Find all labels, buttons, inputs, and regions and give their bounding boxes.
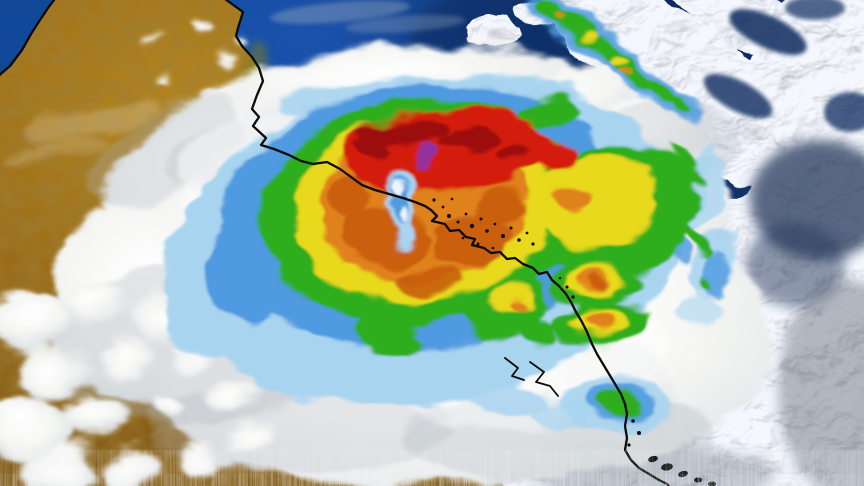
ocean-gap [824,92,864,132]
thin-cloud-wisp [22,98,158,142]
island-dot [565,285,569,289]
cloud-puff [59,278,131,332]
island-dot [432,198,436,202]
cloud-puff [211,376,259,408]
ocean-gap [703,73,773,119]
thin-cloud-wisp [270,0,410,24]
cloud-puff [159,75,173,85]
cloud-puff [17,344,93,400]
coastline-main [224,0,671,486]
rain-cell [558,16,568,24]
island-dot [461,236,465,240]
island-dot [493,222,497,226]
cloud-puff [62,398,122,442]
island-dot [441,205,445,209]
cloud-puff [0,290,70,350]
coastline-bay-detail [504,357,559,397]
island-dot [637,431,641,435]
island-dot [558,276,562,280]
island-dot [450,197,454,201]
cloud-puff [0,396,67,460]
thin-cloud-wisp [345,14,465,34]
island-dot [571,295,575,299]
island-dot [531,242,535,246]
island-dot [525,231,529,235]
island-dot [501,234,505,238]
ocean-gap [785,0,845,20]
island-dot [627,443,631,447]
island-dot [631,419,635,423]
island-dot [485,229,489,233]
coastline [0,0,671,486]
thin-cloud-wisp [1,135,109,165]
ocean-gap [729,9,807,55]
eye-center [392,177,404,195]
max-intensity-cell [411,144,437,164]
island-dot [469,223,475,229]
rain-cell [608,55,626,65]
island-dot [447,214,451,218]
island-dot [476,242,480,246]
island-dot [464,212,468,216]
coastline-northwest [0,0,56,77]
northeast-rain-band [529,0,700,125]
island-dot [479,217,483,221]
cloud-puff [232,426,272,454]
island-dot [517,238,521,242]
rain-cell [620,68,634,76]
cloud-shadow [778,280,864,486]
cloud-puff [144,38,156,46]
ocean-cloud-wisps [270,0,465,34]
rain-cell [579,28,595,38]
cloud-puff [150,396,186,420]
shadowed-cloud-canyon [745,223,845,307]
island-dot [491,246,495,250]
rain-extreme-streaks [358,120,531,160]
cloud-puff [215,55,235,69]
bottom-smear-artifact [0,450,864,486]
cloud-puff [100,342,156,382]
cloud-puff [185,20,207,36]
island-dot [456,220,460,224]
island-dot [509,226,513,230]
smear-streaks [0,474,864,486]
